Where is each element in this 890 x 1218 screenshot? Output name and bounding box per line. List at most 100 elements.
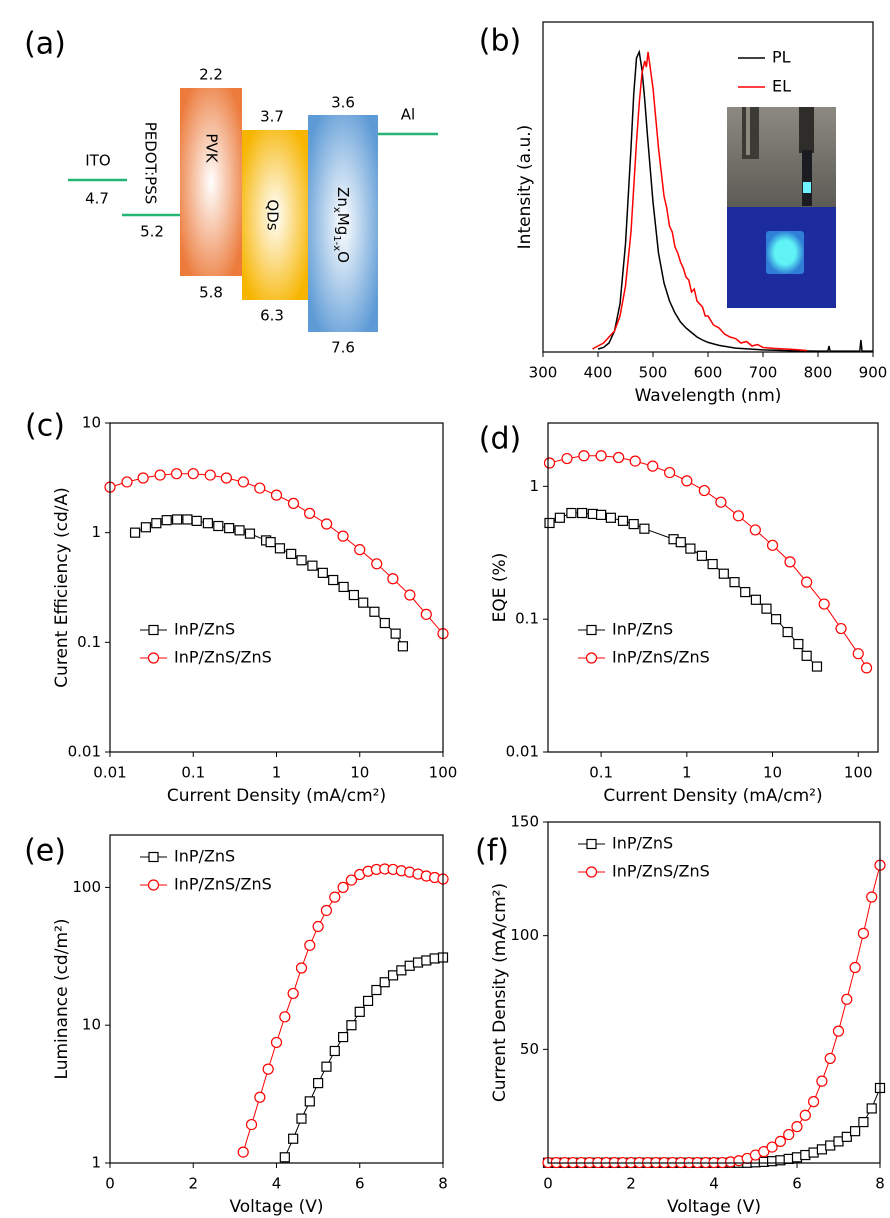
- marker: [379, 977, 390, 988]
- y-tick-label: 10: [82, 1016, 101, 1034]
- y-tick-label: 1: [529, 477, 539, 495]
- marker: [288, 1133, 299, 1144]
- legend-label: InP/ZnS: [612, 834, 673, 853]
- marker: [296, 1113, 307, 1124]
- y-axis-label: Curent Efficiency (cd/A): [52, 487, 72, 688]
- marker: [202, 518, 214, 529]
- marker: [234, 525, 245, 536]
- layer-name: QDs: [264, 199, 282, 230]
- x-tick-label: 2: [626, 1175, 636, 1193]
- x-tick-label: 0: [105, 1175, 115, 1193]
- marker: [274, 543, 286, 554]
- layer-name: ZnxMg1-xO: [332, 187, 353, 263]
- marker: [749, 524, 761, 536]
- marker: [824, 1052, 836, 1065]
- marker: [675, 537, 686, 548]
- x-tick-label: 900: [859, 364, 888, 382]
- layer-name: PVK: [203, 133, 221, 163]
- marker: [800, 1149, 811, 1161]
- level-label: 5.8: [199, 284, 223, 302]
- plot-frame: [542, 21, 874, 353]
- marker: [664, 466, 676, 479]
- layer-name-part: O: [335, 251, 353, 263]
- marker: [784, 556, 796, 568]
- x-tick-label: 4: [272, 1175, 282, 1193]
- plot-frame: [109, 422, 444, 753]
- panel-label: (e): [24, 834, 66, 869]
- marker: [265, 537, 276, 548]
- marker: [287, 987, 299, 1000]
- marker: [161, 515, 172, 526]
- level-label: 4.7: [85, 190, 109, 208]
- marker: [849, 961, 861, 974]
- y-tick-label: 0.01: [68, 743, 101, 761]
- marker: [577, 507, 588, 519]
- layer-name: PEDOT:PSS: [142, 122, 160, 205]
- x-axis-label: Voltage (V): [229, 1197, 323, 1217]
- x-tick-label: 600: [694, 364, 723, 382]
- device-strip: [802, 150, 812, 206]
- x-tick-label: 2: [188, 1175, 198, 1193]
- marker: [140, 522, 152, 533]
- marker: [287, 497, 300, 509]
- y-tick-label: 100: [72, 878, 101, 896]
- level-label: 2.2: [199, 66, 223, 84]
- marker: [338, 581, 349, 593]
- x-tick-label: 400: [584, 364, 613, 382]
- marker: [732, 510, 745, 522]
- marker: [613, 451, 625, 464]
- marker: [348, 589, 359, 601]
- legend-label: InP/ZnS/ZnS: [174, 648, 272, 667]
- marker: [371, 558, 383, 570]
- marker: [387, 970, 399, 981]
- layer-name: ITO: [85, 152, 110, 170]
- marker: [279, 1152, 290, 1163]
- marker: [605, 512, 616, 523]
- x-tick-label: 1: [272, 764, 282, 782]
- marker: [313, 1078, 324, 1089]
- marker: [304, 939, 316, 951]
- energy-band: [242, 130, 308, 300]
- marker: [860, 662, 873, 674]
- marker: [404, 589, 416, 601]
- marker: [782, 626, 793, 638]
- marker: [832, 1025, 845, 1037]
- marker: [801, 650, 812, 661]
- marker: [639, 523, 650, 534]
- marker: [320, 904, 333, 917]
- marker: [852, 648, 864, 660]
- x-tick-label: 800: [804, 364, 833, 382]
- inset-photo: [727, 107, 836, 308]
- x-tick-label: 500: [639, 364, 668, 382]
- marker: [729, 577, 740, 588]
- marker: [337, 881, 349, 893]
- x-axis-label: Current Density (mA/cm²): [603, 786, 822, 806]
- marker: [544, 517, 555, 529]
- series-line: [284, 956, 444, 1158]
- y-tick-label: 0.01: [506, 743, 539, 761]
- marker: [857, 927, 870, 939]
- marker: [321, 1061, 332, 1072]
- marker: [770, 614, 782, 625]
- marker: [182, 514, 193, 525]
- legend-marker: [585, 652, 598, 664]
- marker: [566, 507, 577, 519]
- energy-band: [180, 88, 242, 276]
- marker: [304, 507, 316, 519]
- panel-label: (d): [479, 422, 521, 457]
- marker: [811, 661, 823, 672]
- marker: [245, 1118, 258, 1131]
- marker: [791, 1121, 803, 1133]
- marker: [587, 508, 598, 520]
- legend-marker: [585, 866, 598, 878]
- x-tick-label: 1: [682, 764, 692, 782]
- y-axis-label: EQE (%): [490, 553, 510, 623]
- marker: [286, 548, 297, 560]
- marker: [151, 518, 162, 529]
- legend-label: EL: [772, 77, 791, 96]
- legend-marker: [148, 851, 159, 863]
- x-tick-label: 8: [438, 1175, 448, 1193]
- marker: [766, 1156, 778, 1167]
- marker: [213, 520, 224, 532]
- marker: [793, 638, 804, 650]
